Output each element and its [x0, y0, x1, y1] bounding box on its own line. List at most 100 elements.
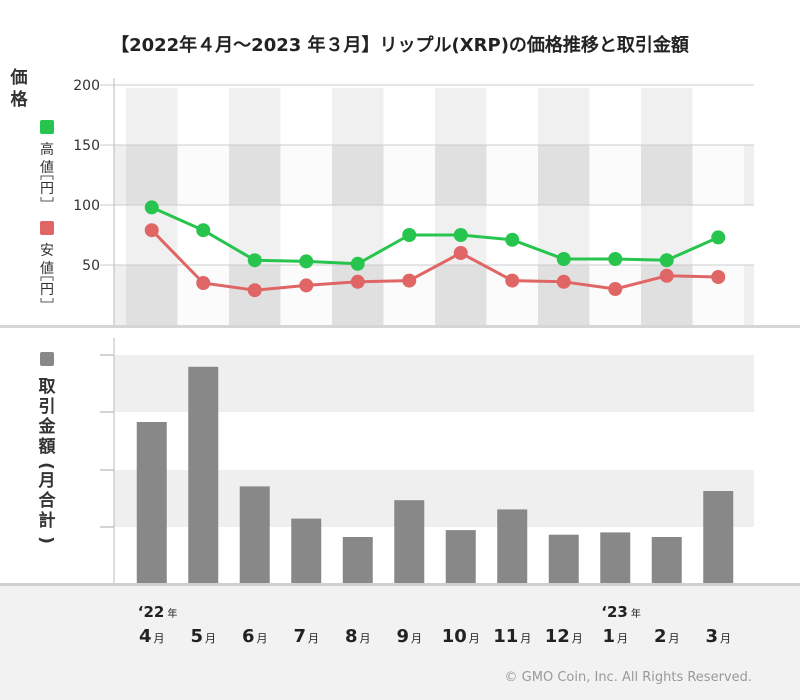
price-tick-label: 50	[82, 258, 100, 274]
high-price-point	[144, 200, 159, 215]
low-legend-char: 安	[40, 243, 54, 259]
price-label-char: 格	[11, 89, 29, 110]
volume-bar	[136, 422, 167, 583]
high-price-point	[350, 256, 365, 271]
high-price-point	[505, 232, 520, 247]
month-column-shade	[435, 88, 487, 325]
month-column-shade	[332, 88, 384, 325]
volume-label-char: 計	[39, 510, 56, 531]
low-price-point	[144, 223, 159, 238]
low-price-line	[150, 229, 719, 292]
x-axis-area	[0, 583, 800, 700]
month-column-shade	[486, 88, 538, 325]
high-price-point	[711, 230, 726, 245]
month-label: 11 月	[493, 626, 531, 647]
volume-label-char: 取	[39, 377, 56, 397]
price-tick-label: 100	[73, 198, 100, 214]
low-legend-bracket	[40, 298, 54, 303]
price-label-char: 価	[10, 67, 28, 88]
volume-bar	[703, 491, 734, 583]
low-price-point	[247, 283, 262, 298]
month-column-shade	[692, 88, 744, 325]
high-legend-char: 値	[40, 160, 54, 176]
low-legend-bracket	[40, 276, 54, 281]
low-price-point	[196, 276, 211, 290]
high-price-point	[402, 228, 417, 242]
low-price-point	[505, 273, 520, 288]
volume-label-char: )	[36, 536, 56, 544]
high-price-point	[299, 254, 314, 269]
price-panel-background	[0, 78, 800, 328]
volume-label-char: (	[36, 462, 56, 470]
low-price-point	[711, 270, 726, 284]
low-legend-swatch	[40, 221, 54, 235]
month-column-shade	[383, 88, 435, 325]
price-y-axis: 50 100 150 200	[73, 78, 100, 274]
volume-label-char: 引	[39, 397, 56, 417]
volume-label-char: 金	[38, 416, 57, 437]
price-tick-label: 200	[73, 78, 100, 94]
year-label: ‘22 年	[138, 603, 178, 621]
volume-panel-background	[100, 338, 754, 583]
price-tick-label: 150	[73, 138, 100, 154]
volume-label-char: 額	[38, 436, 56, 457]
low-legend-char: 値	[40, 261, 54, 277]
copyright-text: © GMO Coin, Inc. All Rights Reserved.	[505, 670, 752, 685]
high-price-point	[608, 252, 623, 266]
month-column-shade	[641, 88, 693, 325]
low-legend-unit: 円	[40, 282, 54, 298]
volume-grid-band	[114, 355, 754, 412]
chart-title: 【2022年４月～2023 年３月】リップル(XRP)の価格推移と取引金額	[111, 34, 689, 56]
volume-bar	[239, 486, 270, 583]
volume-grid-band	[114, 470, 754, 527]
volume-bar	[188, 366, 219, 583]
x-axis-background	[0, 583, 800, 700]
low-price-point	[556, 274, 571, 289]
volume-bar	[291, 518, 322, 583]
low-price-point	[350, 274, 365, 289]
low-price-point	[299, 278, 314, 293]
volume-label-char: 月	[38, 471, 56, 491]
high-legend-bracket	[40, 197, 54, 202]
high-legend-swatch	[40, 120, 54, 134]
x-axis-divider	[0, 583, 800, 586]
volume-label-char: 合	[39, 490, 57, 511]
high-price-point	[556, 252, 571, 266]
high-legend-bracket	[40, 175, 54, 180]
x-axis-labels: 4 月 5 月 6 月 7 月 8 月 9 月 10 月 11 月 12 月 1 月 2 月 3 月 ‘22 年 ‘23 年	[138, 603, 731, 647]
low-price-point	[453, 246, 468, 260]
volume-bar	[497, 509, 528, 583]
price-lines	[144, 200, 726, 298]
high-price-point	[196, 223, 211, 238]
high-price-point	[453, 228, 468, 242]
volume-bar	[548, 534, 579, 583]
volume-bar	[600, 532, 631, 583]
volume-bar	[651, 537, 682, 583]
high-price-point	[659, 253, 674, 268]
month-column-shade	[538, 88, 590, 325]
year-label: ‘23 年	[601, 603, 641, 621]
volume-legend-swatch	[40, 352, 54, 366]
high-legend-unit: 円	[40, 181, 54, 197]
panel-divider	[0, 325, 800, 328]
volume-bars	[136, 366, 734, 583]
month-label: 12 月	[545, 626, 583, 647]
low-price-point	[608, 282, 623, 296]
high-legend-char: 高	[40, 141, 54, 158]
volume-bar	[394, 500, 425, 583]
month-label: 10 月	[442, 626, 480, 647]
high-price-point	[247, 253, 262, 268]
low-price-point	[659, 268, 674, 283]
volume-bar	[445, 530, 476, 583]
